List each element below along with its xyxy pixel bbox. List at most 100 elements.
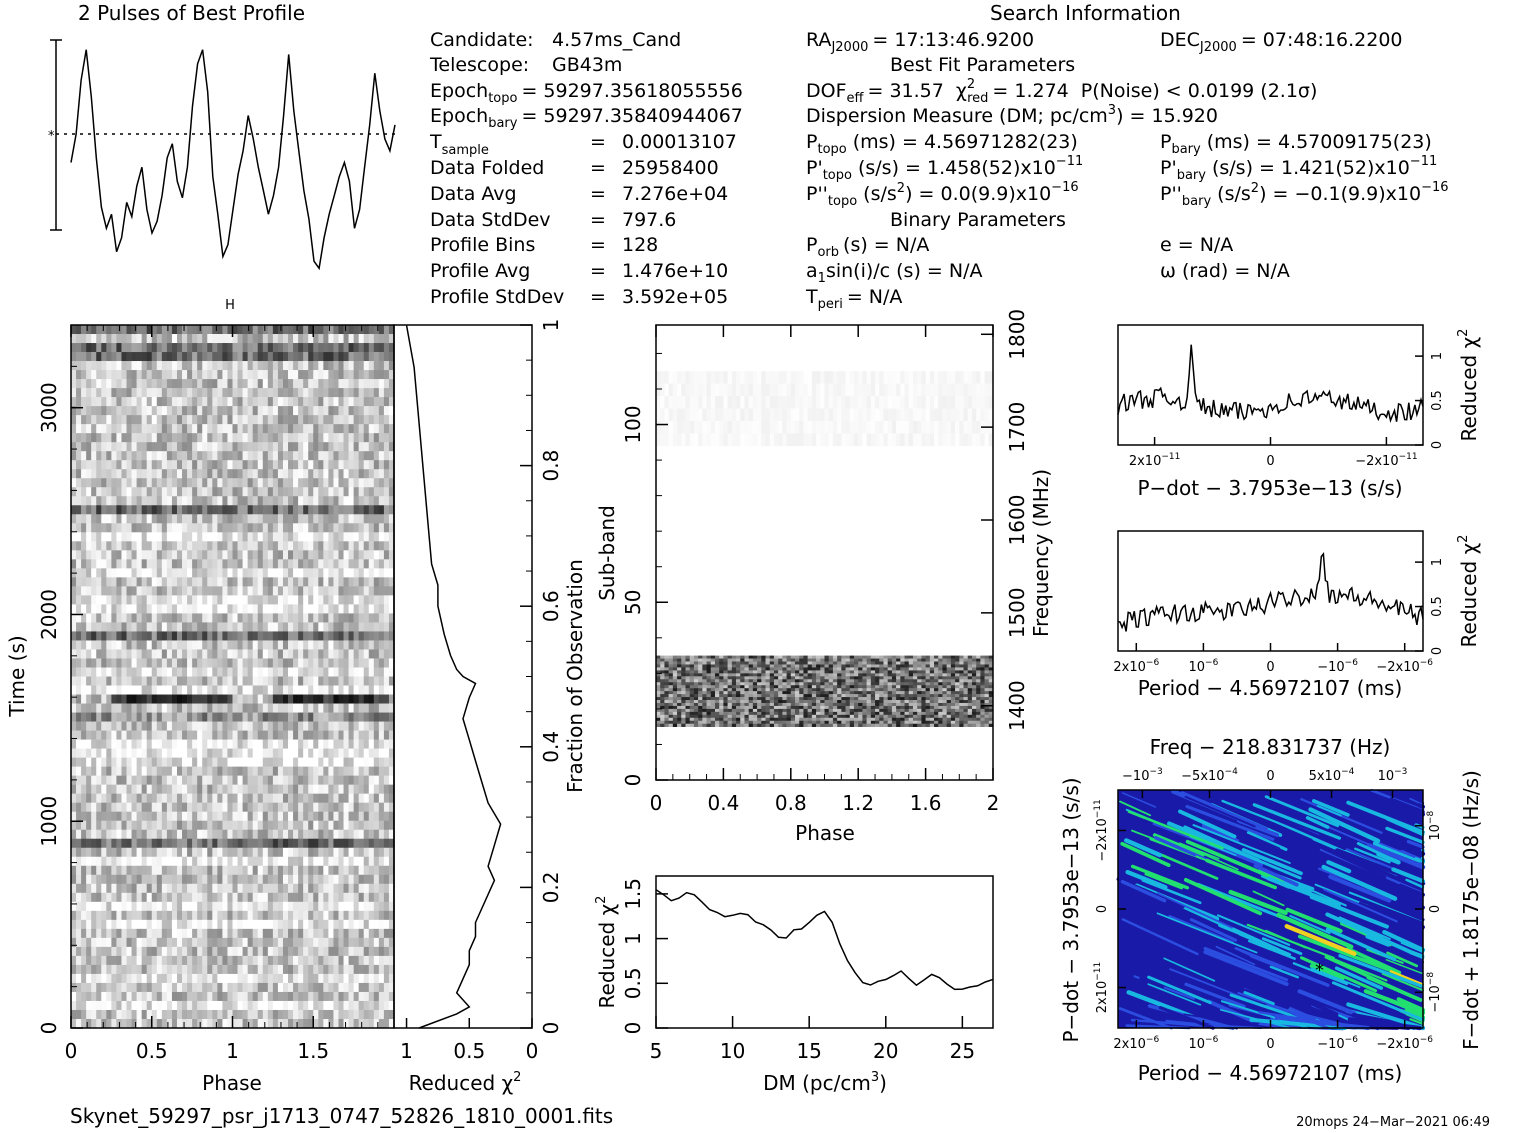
time-phase-cell xyxy=(298,874,304,885)
time-phase-cell xyxy=(182,937,188,948)
time-phase-cell xyxy=(227,730,233,740)
time-phase-cell xyxy=(136,712,142,722)
time-phase-cell xyxy=(262,631,269,641)
time-phase-cell xyxy=(242,1009,248,1020)
time-phase-cell xyxy=(298,658,304,668)
time-phase-cell xyxy=(388,928,395,939)
time-phase-cell xyxy=(318,496,324,506)
time-phase-cell xyxy=(141,406,148,416)
time-phase-cell xyxy=(71,334,77,344)
time-phase-cell xyxy=(293,604,299,614)
time-phase-cell xyxy=(232,856,238,867)
time-phase-cell xyxy=(328,676,334,686)
time-phase-cell xyxy=(348,451,354,461)
time-phase-cell xyxy=(333,784,339,794)
time-phase-cell xyxy=(171,406,178,416)
time-phase-cell xyxy=(176,766,183,776)
time-phase-cell xyxy=(383,523,390,533)
time-phase-cell xyxy=(227,577,233,587)
time-phase-cell xyxy=(217,964,223,975)
time-phase-cell xyxy=(176,874,183,885)
time-phase-cell xyxy=(242,487,248,497)
time-phase-cell xyxy=(373,955,380,966)
time-phase-cell xyxy=(343,514,349,524)
time-phase-cell xyxy=(151,352,158,362)
time-phase-cell xyxy=(111,649,117,659)
time-phase-cell xyxy=(136,352,142,362)
time-phase-cell xyxy=(303,955,309,966)
time-phase-cell xyxy=(111,622,117,632)
time-phase-cell xyxy=(96,739,102,749)
time-phase-cell xyxy=(71,631,77,641)
time-phase-cell xyxy=(96,604,102,614)
time-phase-cell xyxy=(303,397,309,407)
time-phase-cell xyxy=(126,325,132,335)
time-phase-cell xyxy=(288,775,294,785)
time-phase-cell xyxy=(282,406,289,416)
time-phase-cell xyxy=(156,856,163,867)
time-phase-cell xyxy=(171,388,178,398)
time-phase-cell xyxy=(131,748,137,758)
time-phase-cell xyxy=(171,820,178,831)
time-phase-cell xyxy=(222,604,228,614)
time-phase-cell xyxy=(353,613,359,623)
time-phase-cell xyxy=(146,910,153,921)
time-phase-cell xyxy=(267,793,274,803)
time-phase-cell xyxy=(212,901,218,912)
time-phase-cell xyxy=(182,838,188,849)
time-phase-cell xyxy=(222,550,228,560)
time-phase-cell xyxy=(303,892,309,903)
time-phase-cell xyxy=(363,460,370,470)
time-phase-cell xyxy=(161,658,168,668)
time-phase-cell xyxy=(257,559,264,569)
time-phase-cell xyxy=(106,640,112,650)
time-phase-cell xyxy=(96,415,102,425)
time-phase-cell xyxy=(146,766,153,776)
time-phase-cell xyxy=(161,991,168,1002)
time-phase-cell xyxy=(348,730,354,740)
time-phase-cell xyxy=(282,343,289,353)
time-phase-cell xyxy=(267,442,274,452)
time-phase-cell xyxy=(182,397,188,407)
time-phase-cell xyxy=(136,595,142,605)
time-phase-cell xyxy=(171,748,178,758)
time-phase-cell xyxy=(146,406,153,416)
time-phase-cell xyxy=(146,892,153,903)
time-phase-cell xyxy=(161,964,168,975)
time-phase-cell xyxy=(111,883,117,894)
time-phase-cell xyxy=(96,379,102,389)
time-phase-cell xyxy=(368,451,375,461)
time-phase-cell xyxy=(242,595,248,605)
time-phase-cell xyxy=(288,415,294,425)
time-phase-cell xyxy=(182,901,188,912)
time-phase-cell xyxy=(76,739,82,749)
time-phase-cell xyxy=(323,1000,329,1011)
time-phase-cell xyxy=(313,550,319,560)
time-phase-cell xyxy=(368,712,375,722)
time-phase-cell xyxy=(242,892,248,903)
time-phase-cell xyxy=(373,442,380,452)
time-phase-cell xyxy=(328,595,334,605)
time-phase-cell xyxy=(171,919,178,930)
time-phase-cell xyxy=(298,379,304,389)
time-phase-cell xyxy=(288,487,294,497)
time-phase-cell xyxy=(373,829,380,840)
time-phase-cell xyxy=(116,937,122,948)
time-phase-cell xyxy=(313,325,319,335)
time-phase-cell xyxy=(348,406,354,416)
time-phase-cell xyxy=(161,685,168,695)
time-phase-cell xyxy=(106,865,112,876)
time-phase-cell xyxy=(333,325,339,335)
time-phase-cell xyxy=(81,568,87,578)
time-phase-cell xyxy=(313,379,319,389)
time-phase-cell xyxy=(318,919,324,930)
time-phase-cell xyxy=(121,334,127,344)
time-phase-cell xyxy=(247,505,253,515)
time-phase-cell xyxy=(293,460,299,470)
time-phase-cell xyxy=(267,595,274,605)
time-phase-cell xyxy=(207,865,213,876)
time-phase-cell xyxy=(257,667,264,677)
time-phase-cell xyxy=(227,739,233,749)
time-phase-cell xyxy=(146,820,153,831)
time-phase-cell xyxy=(308,469,314,479)
